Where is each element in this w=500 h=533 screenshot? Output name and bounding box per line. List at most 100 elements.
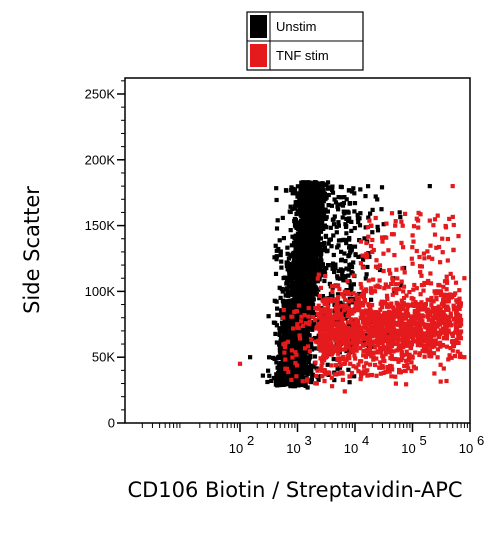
unstim-point-3021 bbox=[356, 291, 361, 297]
tnf-stim-point-685 bbox=[418, 325, 423, 330]
tnf-stim-point-1320 bbox=[336, 335, 341, 340]
tnf-stim-point-1543 bbox=[295, 322, 300, 327]
tnf-stim-point-1104 bbox=[387, 334, 392, 339]
tnf-stim-point-403 bbox=[346, 314, 352, 319]
unstim-point-3029 bbox=[331, 233, 336, 238]
tnf-stim-point-1014 bbox=[387, 316, 392, 321]
y-tick-label-0: 0 bbox=[108, 416, 115, 431]
tnf-stim-point-1326 bbox=[339, 327, 344, 332]
unstim-point-2278 bbox=[294, 246, 300, 251]
tnf-stim-point-1467 bbox=[358, 261, 363, 266]
tnf-stim-point-1256 bbox=[335, 348, 340, 353]
tnf-stim-point-1178 bbox=[337, 343, 343, 348]
tnf-stim-point-1377 bbox=[390, 316, 395, 321]
tnf-stim-point-1501 bbox=[401, 245, 406, 250]
tnf-stim-point-1184 bbox=[335, 339, 340, 344]
unstim-point-1027 bbox=[317, 265, 322, 270]
unstim-point-1689 bbox=[288, 204, 293, 209]
tnf-stim-point-1479 bbox=[421, 251, 426, 256]
unstim-point-950 bbox=[299, 202, 304, 207]
legend-swatch-tnf-stim bbox=[250, 44, 267, 67]
unstim-point-2379 bbox=[309, 325, 314, 330]
tnf-stim-point-447 bbox=[432, 371, 437, 376]
tnf-stim-point-1205 bbox=[400, 337, 406, 342]
unstim-point-1875 bbox=[312, 225, 317, 230]
tnf-stim-point-1018 bbox=[401, 344, 406, 350]
unstim-point-2857 bbox=[330, 184, 335, 189]
tnf-stim-point-1466 bbox=[416, 210, 421, 215]
unstim-point-848 bbox=[284, 260, 289, 265]
unstim-point-2816 bbox=[283, 188, 289, 193]
tnf-stim-point-1375 bbox=[335, 316, 340, 321]
tnf-stim-point-1160 bbox=[433, 291, 438, 296]
tnf-stim-point-1427 bbox=[401, 284, 407, 289]
tnf-stim-point-1324 bbox=[365, 347, 370, 353]
x-tick-label-1: 10 bbox=[286, 441, 300, 456]
unstim-point-2368 bbox=[304, 349, 309, 354]
unstim-point-2560 bbox=[315, 183, 320, 188]
unstim-point-3099 bbox=[248, 355, 253, 360]
tnf-stim-point-1508 bbox=[380, 235, 385, 240]
unstim-point-2728 bbox=[301, 194, 306, 200]
unstim-point-2800 bbox=[278, 345, 284, 350]
unstim-point-2907 bbox=[315, 247, 320, 252]
tnf-stim-point-940 bbox=[329, 349, 334, 355]
unstim-point-2348 bbox=[306, 360, 311, 365]
unstim-point-2698 bbox=[301, 275, 306, 280]
unstim-point-2577 bbox=[322, 278, 327, 284]
unstim-point-2938 bbox=[339, 308, 344, 313]
tnf-stim-point-1096 bbox=[382, 331, 387, 336]
unstim-point-2246 bbox=[292, 301, 297, 307]
tnf-stim-point-641 bbox=[441, 310, 446, 315]
tnf-stim-point-1435 bbox=[394, 300, 399, 305]
unstim-point-2297 bbox=[283, 376, 288, 382]
tnf-stim-point-803 bbox=[348, 319, 353, 324]
tnf-stim-point-601 bbox=[390, 336, 395, 341]
unstim-point-2094 bbox=[286, 322, 291, 327]
tnf-stim-point-175 bbox=[449, 331, 455, 336]
tnf-stim-point-984 bbox=[354, 292, 359, 297]
tnf-stim-point-1602 bbox=[450, 184, 455, 189]
unstim-point-3084 bbox=[289, 243, 294, 248]
tnf-stim-point-992 bbox=[444, 287, 449, 292]
unstim-point-2134 bbox=[292, 266, 297, 271]
tnf-stim-point-1136 bbox=[436, 318, 441, 323]
tnf-stim-point-1482 bbox=[434, 245, 439, 250]
tnf-stim-point-1555 bbox=[315, 368, 320, 373]
tnf-stim-point-1509 bbox=[435, 213, 440, 218]
tnf-stim-point-998 bbox=[403, 313, 408, 318]
unstim-point-3009 bbox=[332, 197, 337, 202]
tnf-stim-point-511 bbox=[358, 346, 363, 351]
tnf-stim-point-872 bbox=[438, 319, 443, 324]
tnf-stim-point-892 bbox=[411, 335, 416, 340]
unstim-point-2888 bbox=[329, 203, 334, 208]
tnf-stim-point-1206 bbox=[391, 321, 396, 326]
tnf-stim-point-448 bbox=[427, 313, 433, 318]
tnf-stim-point-1510 bbox=[294, 363, 300, 368]
tnf-stim-point-1392 bbox=[428, 243, 433, 248]
tnf-stim-point-1417 bbox=[399, 219, 404, 224]
tnf-stim-point-1349 bbox=[365, 373, 370, 378]
tnf-stim-point-1590 bbox=[335, 341, 340, 347]
tnf-stim-point-1305 bbox=[383, 316, 388, 321]
tnf-stim-point-1334 bbox=[374, 356, 379, 361]
tnf-stim-point-503 bbox=[413, 300, 418, 305]
tnf-stim-point-1352 bbox=[406, 366, 411, 371]
unstim-point-2674 bbox=[278, 355, 283, 360]
tnf-stim-point-989 bbox=[436, 315, 441, 321]
unstim-point-1442 bbox=[283, 321, 288, 326]
tnf-stim-point-35 bbox=[378, 307, 383, 312]
tnf-stim-point-566 bbox=[413, 317, 418, 322]
tnf-stim-point-1378 bbox=[354, 341, 359, 346]
tnf-stim-point-25 bbox=[400, 266, 405, 271]
unstim-point-2719 bbox=[305, 221, 310, 226]
unstim-point-2803 bbox=[352, 201, 358, 206]
unstim-point-2916 bbox=[349, 189, 355, 194]
tnf-stim-point-341 bbox=[330, 289, 335, 295]
unstim-point-2102 bbox=[298, 210, 304, 216]
tnf-stim-point-1348 bbox=[394, 341, 399, 347]
tnf-stim-point-1280 bbox=[340, 332, 345, 337]
tnf-stim-point-1033 bbox=[428, 338, 433, 343]
tnf-stim-point-1518 bbox=[318, 320, 323, 326]
unstim-point-1674 bbox=[317, 195, 322, 200]
